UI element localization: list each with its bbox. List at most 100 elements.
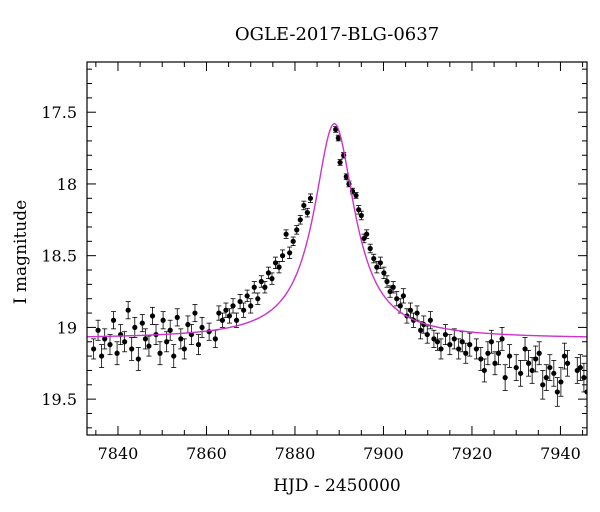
x-axis-label: HJD - 2450000 — [273, 476, 401, 496]
data-point — [367, 245, 373, 252]
data-point — [488, 339, 495, 345]
data-point — [513, 364, 519, 371]
data-points — [91, 126, 587, 407]
data-point — [456, 346, 462, 352]
y-axis-ticks: 17.5 18 18.5 19 19.5 — [41, 68, 587, 429]
data-point — [481, 367, 487, 374]
data-point — [584, 389, 587, 395]
data-point — [195, 342, 202, 348]
data-point — [142, 336, 149, 342]
data-point — [431, 336, 437, 342]
data-point — [91, 346, 97, 352]
data-point — [233, 317, 240, 323]
data-point — [518, 370, 524, 376]
x-tick-label: 7900 — [363, 444, 404, 463]
data-point — [540, 382, 546, 388]
data-point — [185, 321, 191, 328]
data-point — [525, 360, 532, 366]
data-point — [561, 353, 568, 359]
data-point — [361, 235, 367, 242]
data-point — [95, 327, 101, 333]
data-point — [418, 327, 424, 333]
data-point — [424, 331, 430, 338]
data-point — [536, 350, 542, 356]
data-point — [297, 217, 303, 223]
data-point — [230, 303, 236, 309]
data-point — [551, 370, 557, 376]
data-point — [99, 353, 105, 359]
data-point — [463, 350, 469, 356]
plot-frame — [86, 61, 588, 436]
x-tick-label: 7840 — [98, 444, 139, 463]
x-tick-label: 7860 — [186, 444, 227, 463]
data-point — [226, 313, 233, 319]
data-point — [157, 350, 163, 356]
data-point — [451, 336, 457, 342]
x-tick-label: 7880 — [275, 444, 316, 463]
data-point — [287, 250, 293, 256]
data-point — [333, 126, 339, 133]
data-point — [506, 353, 513, 359]
data-point — [564, 360, 571, 366]
data-point — [241, 307, 247, 313]
data-point — [554, 389, 560, 395]
data-point — [129, 346, 135, 352]
data-point — [174, 314, 180, 320]
data-point — [397, 303, 403, 309]
data-point — [279, 253, 286, 259]
data-point — [407, 307, 414, 313]
data-point — [212, 336, 218, 342]
data-point — [390, 284, 396, 290]
data-point — [244, 293, 250, 299]
data-point — [353, 192, 359, 199]
data-point — [478, 356, 484, 362]
data-point — [547, 364, 553, 371]
data-point — [377, 260, 383, 266]
data-point — [533, 356, 539, 362]
data-point — [438, 346, 444, 352]
data-point — [149, 313, 156, 319]
data-point — [301, 202, 307, 209]
data-point — [337, 159, 343, 166]
data-point — [400, 293, 406, 299]
data-point — [255, 296, 261, 302]
data-point — [543, 375, 549, 381]
y-axis-label: I magnitude — [11, 200, 31, 304]
data-point — [499, 336, 505, 342]
data-point — [181, 346, 187, 352]
chart-title: OGLE-2017-BLG-0637 — [235, 24, 439, 45]
data-point — [248, 303, 254, 309]
data-point — [132, 324, 138, 331]
data-point — [434, 339, 441, 345]
data-point — [171, 353, 177, 359]
data-point — [581, 375, 587, 381]
data-point — [160, 317, 166, 323]
data-point — [358, 212, 364, 219]
data-point — [307, 195, 314, 201]
data-point — [427, 317, 433, 323]
data-point — [269, 276, 275, 282]
data-point — [219, 317, 225, 323]
data-point — [414, 310, 420, 316]
y-tick-label: 18 — [57, 175, 77, 194]
y-tick-label: 17.5 — [41, 103, 77, 122]
data-point — [577, 364, 583, 371]
data-point — [364, 231, 370, 237]
x-axis-ticks: 7840 7860 7880 7900 7920 7940 — [95, 62, 584, 463]
data-point — [262, 284, 268, 290]
data-point — [135, 356, 141, 362]
x-tick-label: 7920 — [452, 444, 493, 463]
data-point — [199, 324, 205, 331]
data-point — [371, 255, 377, 262]
data-point — [283, 231, 289, 237]
data-point — [467, 342, 473, 348]
data-point — [304, 210, 310, 216]
data-point — [495, 350, 502, 356]
data-point — [102, 336, 108, 342]
model-curve — [87, 123, 587, 338]
data-point — [335, 135, 341, 141]
data-point — [178, 336, 184, 342]
data-point — [107, 342, 113, 348]
y-tick-label: 19.5 — [41, 390, 77, 409]
